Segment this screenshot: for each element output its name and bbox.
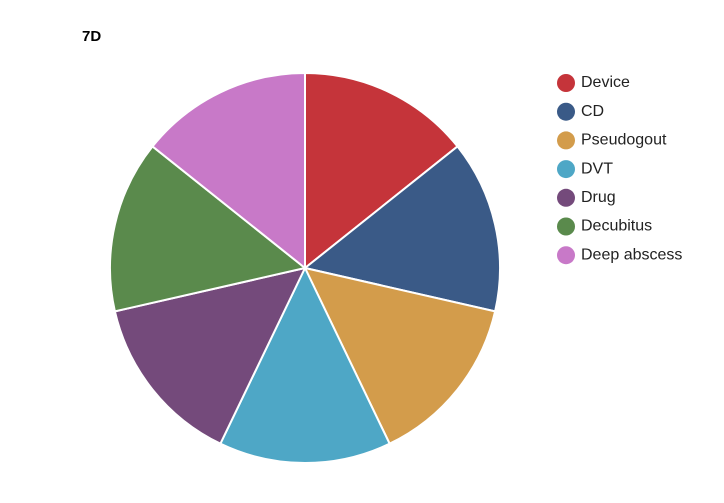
- pie-slice: [109, 145, 308, 313]
- legend-swatch: [557, 217, 575, 236]
- legend-label: DVT: [581, 160, 613, 177]
- pie-slice: [151, 71, 306, 271]
- pie-slice: [302, 145, 501, 313]
- legend-swatch: [557, 102, 575, 121]
- legend-label: Device: [581, 74, 630, 91]
- chart-title: 7D: [82, 28, 101, 45]
- legend-swatch: [557, 188, 575, 207]
- pie-slice: [219, 265, 391, 464]
- pie-slice: [113, 266, 307, 446]
- legend-label: Decubitus: [581, 218, 652, 235]
- legend-label: Pseudogout: [581, 132, 667, 149]
- pie-slice: [304, 71, 459, 271]
- legend-swatch: [557, 74, 575, 92]
- legend-label: Deep abscess: [581, 246, 682, 263]
- legend-label: Drug: [581, 189, 616, 206]
- pie-slice: [303, 266, 497, 446]
- legend-swatch: [557, 246, 575, 265]
- legend-swatch: [557, 131, 575, 150]
- legend-label: CD: [581, 103, 604, 120]
- legend-swatch: [557, 160, 575, 179]
